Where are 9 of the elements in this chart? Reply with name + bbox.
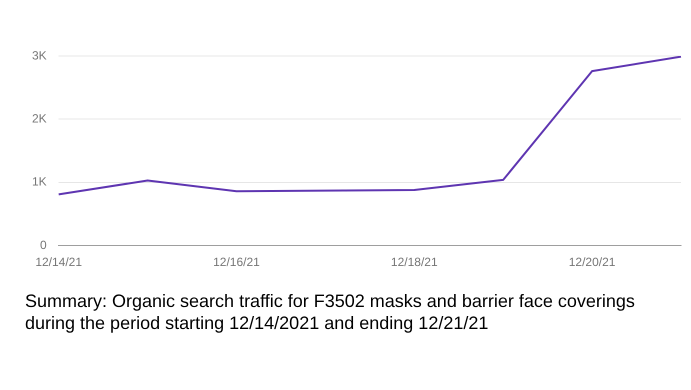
y-tick-label: 3K xyxy=(32,48,47,62)
y-tick-label: 1K xyxy=(32,174,47,189)
y-tick-label: 2K xyxy=(32,112,47,126)
x-tick-label: 12/18/21 xyxy=(390,255,438,270)
text: Summary: Organic search traffic for F3502 masks and barrier face coverings during the period starting 12/14/2021 and ending 12/21/21 xyxy=(25,290,636,334)
x-tick-label: 12/20/21 xyxy=(568,255,616,270)
x-tick-label: 12/14/21 xyxy=(35,255,82,270)
x-tick-label: 12/16/21 xyxy=(213,255,260,270)
y-tick-label: 0 xyxy=(40,238,47,252)
